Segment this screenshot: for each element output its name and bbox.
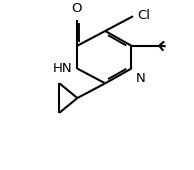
Text: Cl: Cl xyxy=(137,9,150,22)
Text: O: O xyxy=(71,2,82,15)
Text: N: N xyxy=(135,72,145,85)
Text: HN: HN xyxy=(53,62,73,75)
